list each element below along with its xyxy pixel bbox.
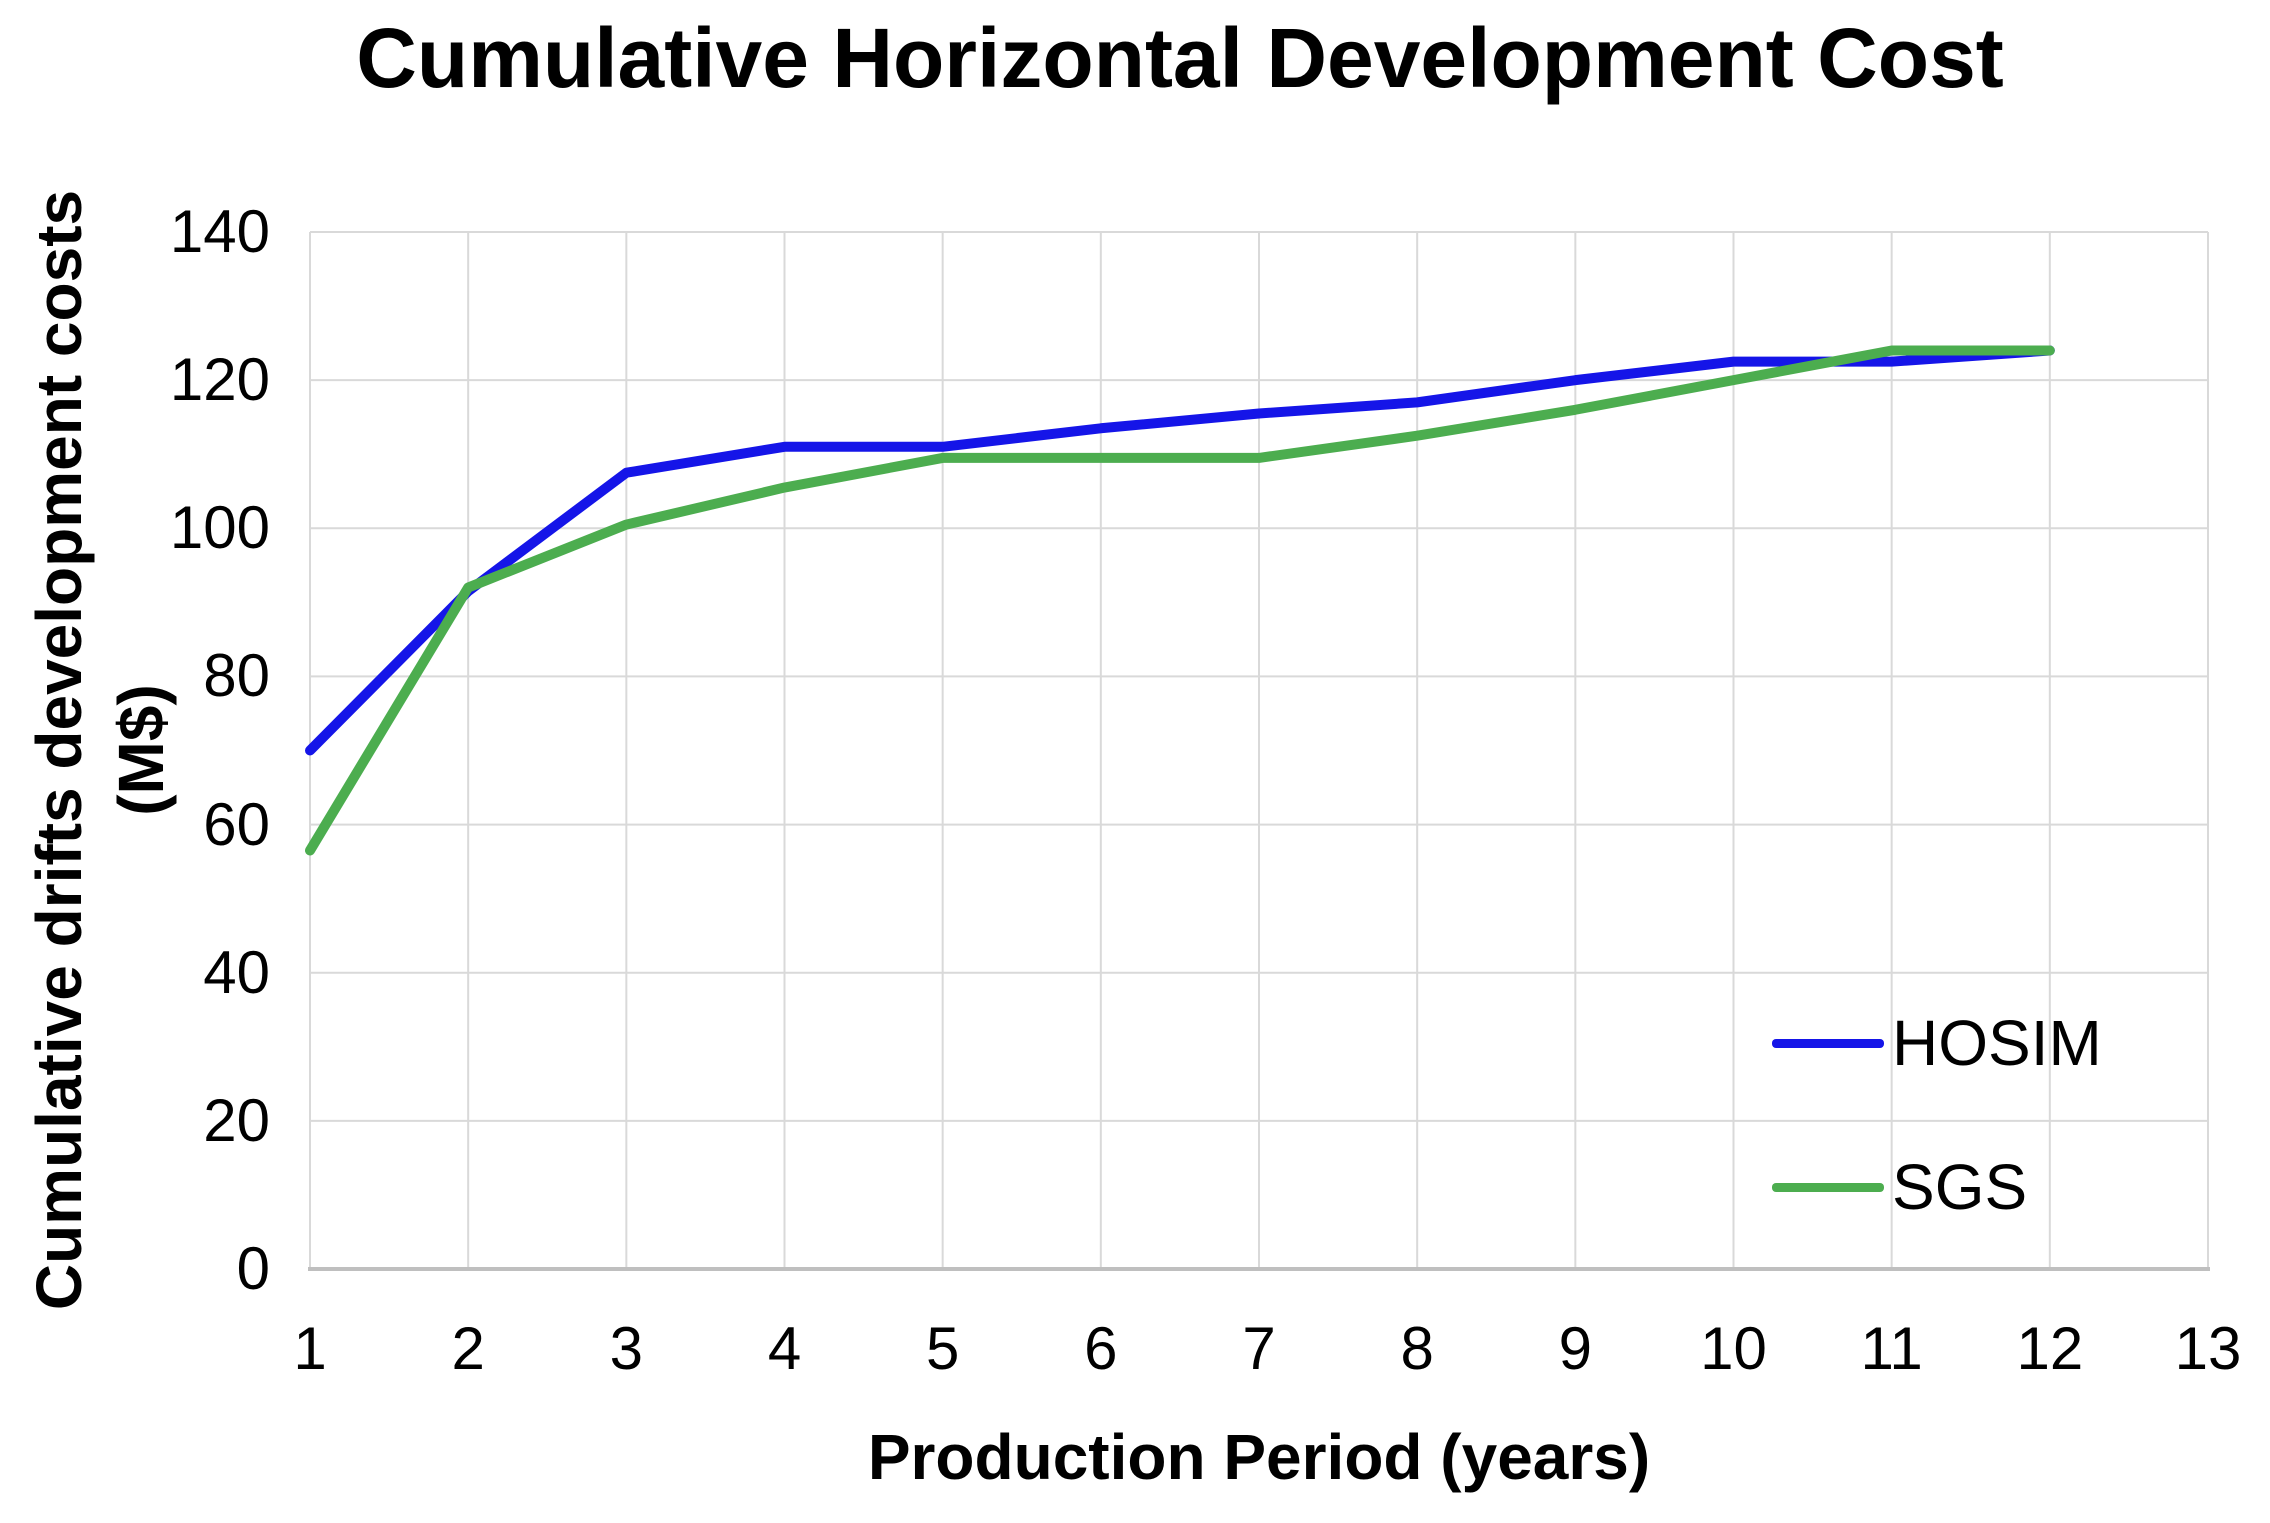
y-tick-label: 120: [169, 346, 270, 414]
x-tick-label: 10: [1700, 1315, 1767, 1382]
x-tick-label: 8: [1400, 1315, 1434, 1382]
x-tick-label: 11: [1860, 1315, 1923, 1382]
x-axis-title: Production Period (years): [867, 1421, 1651, 1493]
series-line-hosim: [305, 345, 2055, 756]
chart-title: Cumulative Horizontal Development Cost: [356, 11, 2004, 105]
x-tick-label: 1: [293, 1315, 327, 1382]
y-tick-label: 20: [203, 1086, 270, 1154]
x-tick-label: 5: [925, 1315, 960, 1382]
x-tick-label: 4: [767, 1315, 802, 1382]
sgs-line-swatch: [1772, 1182, 1884, 1192]
legend-label-sgs: SGS: [1892, 1151, 2028, 1223]
x-tick-label: 7: [1242, 1315, 1276, 1382]
series-line-sgs: [305, 345, 2055, 856]
y-tick-label: 60: [203, 790, 270, 858]
x-tick-label: 13: [2174, 1315, 2242, 1382]
legend-item-sgs: SGS: [1772, 1149, 2102, 1225]
y-tick-label: 140: [169, 198, 270, 265]
y-tick-label: 0: [236, 1235, 270, 1302]
y-tick-label: 80: [203, 642, 270, 710]
x-tick-label: 3: [609, 1315, 644, 1382]
x-tick-label: 12: [2016, 1315, 2084, 1382]
hosim-line-swatch: [1772, 1038, 1884, 1048]
legend: HOSIM SGS: [1772, 1005, 2102, 1225]
legend-item-hosim: HOSIM: [1772, 1005, 2102, 1081]
x-tick-label: 6: [1084, 1315, 1118, 1382]
y-tick-label: 100: [169, 494, 270, 562]
y-tick-label: 40: [203, 938, 270, 1006]
x-tick-label: 9: [1558, 1315, 1593, 1382]
x-tick-label: 2: [451, 1315, 485, 1382]
legend-label-hosim: HOSIM: [1892, 1007, 2102, 1079]
